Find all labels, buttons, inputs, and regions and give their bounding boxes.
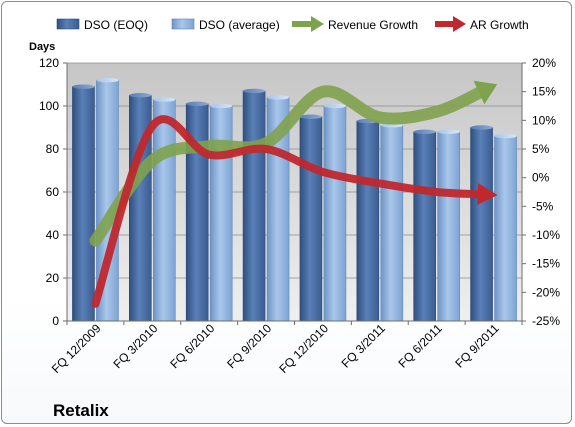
y-left-tick-label: 0 [52,314,59,328]
bar-cap-dso-eoq [129,93,152,98]
bar-cap-dso-average [437,129,460,134]
y-left-tick-label: 20 [46,271,60,285]
legend-arrowhead-revenue-growth [311,16,324,32]
x-tick-label: FQ 6/2011 [395,321,445,371]
x-tick-label: FQ 12/2010 [276,321,331,376]
company-name: Retalix [53,401,109,420]
x-tick-label: FQ 12/2009 [49,321,104,376]
bar-cap-dso-average [494,133,517,139]
x-tick-label: FQ 3/2010 [110,321,160,371]
y-axis-left-label: Days [29,41,55,53]
bar-cap-dso-average [153,97,176,102]
bar-dso-eoq [242,90,266,322]
y-axis-left-ticks: 0 20 40 60 80 100 120 [39,56,67,328]
y-left-tick-label: 100 [39,99,59,113]
bar-cap-dso-average [210,103,233,109]
legend-item-ar-growth: AR Growth [435,16,529,32]
bar-cap-dso-average [96,78,119,83]
bar-cap-dso-average [323,103,346,109]
growth-lines [89,80,498,308]
bar-dso-average [323,105,347,322]
y-right-tick-label: 20% [532,56,556,70]
arrowhead-ar-growth [477,183,498,206]
y-right-tick-label: 10% [532,113,556,127]
bar-cap-dso-eoq [470,125,493,130]
y-left-tick-label: 120 [39,56,59,70]
y-right-tick-label: -10% [532,228,560,242]
bar-dso-average [380,125,404,322]
x-tick-label: FQ 3/2011 [339,321,389,371]
bar-dso-eoq [356,120,380,322]
y-right-tick-label: -5% [532,199,554,213]
arrowhead-revenue-growth [473,80,498,105]
bar-cap-dso-eoq [243,88,266,94]
y-right-tick-label: 5% [532,142,550,156]
legend-label-dso-average: DSO (average) [199,18,280,32]
y-right-tick-label: -20% [532,285,560,299]
legend-label-dso-eoq: DSO (EOQ) [84,18,148,32]
y-right-tick-label: 15% [532,85,556,99]
bar-cap-dso-eoq [299,114,322,119]
bar-cap-dso-eoq [413,129,436,134]
x-tick-label: FQ 9/2011 [452,321,502,371]
legend: DSO (EOQ) DSO (average) Revenue Growth A… [56,16,529,32]
bar-dso-eoq [72,86,95,322]
bar-dso-eoq [299,116,323,322]
bar-dso-eoq [413,131,436,322]
legend-label-ar-growth: AR Growth [470,18,529,32]
bar-dso-average [494,135,517,322]
legend-arrowhead-ar-growth [453,16,466,32]
bar-cap-dso-eoq [186,101,209,107]
line-revenue-growth [89,83,491,247]
y-left-tick-label: 60 [46,185,60,199]
y-axis-right-ticks: -25% -20% -15% -10% -5% 0% 5% 10% 15% 20% [522,56,560,328]
y-right-tick-label: 0% [532,171,550,185]
bar-dso-eoq [470,127,493,322]
bar-dso-average [153,99,176,322]
legend-label-revenue-growth: Revenue Growth [328,18,418,32]
x-tick-label: FQ 9/2010 [224,321,274,371]
x-tick-label: FQ 6/2010 [167,321,217,371]
bar-cap-dso-eoq [72,84,95,89]
bar-dso-average [209,105,233,322]
bar-dso-average [437,131,460,322]
y-left-tick-label: 40 [46,228,60,242]
line-ar-growth [91,115,488,308]
bar-cap-dso-average [267,95,290,100]
y-right-tick-label: -15% [532,257,560,271]
legend-item-dso-average: DSO (average) [171,18,280,32]
y-right-tick-label: -25% [532,314,560,328]
legend-item-dso-eoq: DSO (EOQ) [56,18,148,32]
legend-item-revenue-growth: Revenue Growth [292,16,418,32]
y-left-tick-label: 80 [46,142,60,156]
x-axis-ticks: FQ 12/2009 FQ 3/2010 FQ 6/2010 FQ 9/2010 FQ … [49,321,523,376]
